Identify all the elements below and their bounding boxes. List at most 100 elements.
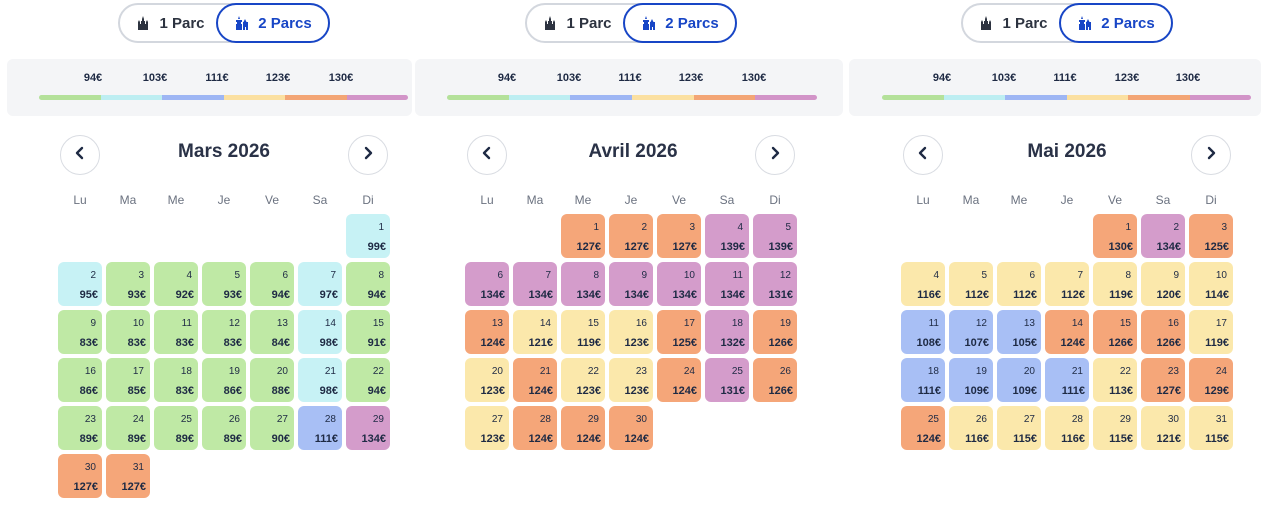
day-cell[interactable]: 13 124€ (465, 310, 509, 354)
day-cell[interactable]: 16 126€ (1141, 310, 1185, 354)
day-cell[interactable]: 27 115€ (997, 406, 1041, 450)
day-cell[interactable]: 6 112€ (997, 262, 1041, 306)
day-cell[interactable]: 19 86€ (202, 358, 246, 402)
prev-month-button[interactable] (467, 135, 507, 175)
day-cell[interactable]: 13 105€ (997, 310, 1041, 354)
day-cell[interactable]: 9 83€ (58, 310, 102, 354)
day-cell[interactable]: 18 132€ (705, 310, 749, 354)
day-cell[interactable]: 6 94€ (250, 262, 294, 306)
day-cell[interactable]: 11 83€ (154, 310, 198, 354)
day-cell[interactable]: 1 130€ (1093, 214, 1137, 258)
day-cell[interactable]: 8 119€ (1093, 262, 1137, 306)
day-cell[interactable]: 23 127€ (1141, 358, 1185, 402)
prev-month-button[interactable] (60, 135, 100, 175)
two-parks-option[interactable]: 2 Parcs (623, 3, 737, 43)
day-cell[interactable]: 15 126€ (1093, 310, 1137, 354)
one-park-option[interactable]: 1 Parc (120, 3, 220, 43)
day-cell[interactable]: 31 115€ (1189, 406, 1233, 450)
day-cell[interactable]: 25 124€ (901, 406, 945, 450)
day-cell[interactable]: 8 134€ (561, 262, 605, 306)
day-cell[interactable]: 10 114€ (1189, 262, 1233, 306)
day-cell[interactable]: 11 108€ (901, 310, 945, 354)
day-cell[interactable]: 29 134€ (346, 406, 390, 450)
day-cell[interactable]: 27 123€ (465, 406, 509, 450)
day-cell[interactable]: 3 93€ (106, 262, 150, 306)
one-park-option[interactable]: 1 Parc (963, 3, 1063, 43)
day-cell[interactable]: 28 111€ (298, 406, 342, 450)
day-cell[interactable]: 20 109€ (997, 358, 1041, 402)
day-cell[interactable]: 18 111€ (901, 358, 945, 402)
day-cell[interactable]: 2 134€ (1141, 214, 1185, 258)
two-parks-option[interactable]: 2 Parcs (216, 3, 330, 43)
prev-month-button[interactable] (903, 135, 943, 175)
day-cell[interactable]: 20 88€ (250, 358, 294, 402)
day-cell[interactable]: 1 127€ (561, 214, 605, 258)
day-cell[interactable]: 14 124€ (1045, 310, 1089, 354)
day-cell[interactable]: 12 131€ (753, 262, 797, 306)
day-cell[interactable]: 9 120€ (1141, 262, 1185, 306)
day-cell[interactable]: 27 90€ (250, 406, 294, 450)
day-cell[interactable]: 26 89€ (202, 406, 246, 450)
day-cell[interactable]: 4 139€ (705, 214, 749, 258)
day-cell[interactable]: 28 124€ (513, 406, 557, 450)
day-cell[interactable]: 17 125€ (657, 310, 701, 354)
day-cell[interactable]: 23 123€ (609, 358, 653, 402)
day-cell[interactable]: 1 99€ (346, 214, 390, 258)
day-cell[interactable]: 22 94€ (346, 358, 390, 402)
one-park-option[interactable]: 1 Parc (527, 3, 627, 43)
day-cell[interactable]: 14 98€ (298, 310, 342, 354)
day-cell[interactable]: 4 92€ (154, 262, 198, 306)
day-cell[interactable]: 21 111€ (1045, 358, 1089, 402)
day-cell[interactable]: 19 126€ (753, 310, 797, 354)
day-cell[interactable]: 31 127€ (106, 454, 150, 498)
day-cell[interactable]: 7 112€ (1045, 262, 1089, 306)
day-cell[interactable]: 30 121€ (1141, 406, 1185, 450)
day-cell[interactable]: 9 134€ (609, 262, 653, 306)
day-cell[interactable]: 17 119€ (1189, 310, 1233, 354)
day-cell[interactable]: 26 126€ (753, 358, 797, 402)
day-cell[interactable]: 25 131€ (705, 358, 749, 402)
day-cell[interactable]: 24 89€ (106, 406, 150, 450)
day-cell[interactable]: 3 127€ (657, 214, 701, 258)
next-month-button[interactable] (755, 135, 795, 175)
day-cell[interactable]: 30 124€ (609, 406, 653, 450)
day-cell[interactable]: 30 127€ (58, 454, 102, 498)
day-cell[interactable]: 25 89€ (154, 406, 198, 450)
day-cell[interactable]: 20 123€ (465, 358, 509, 402)
day-cell[interactable]: 16 123€ (609, 310, 653, 354)
day-cell[interactable]: 19 109€ (949, 358, 993, 402)
day-cell[interactable]: 6 134€ (465, 262, 509, 306)
day-cell[interactable]: 5 112€ (949, 262, 993, 306)
day-cell[interactable]: 8 94€ (346, 262, 390, 306)
day-cell[interactable]: 24 124€ (657, 358, 701, 402)
next-month-button[interactable] (348, 135, 388, 175)
day-cell[interactable]: 21 98€ (298, 358, 342, 402)
day-cell[interactable]: 14 121€ (513, 310, 557, 354)
day-cell[interactable]: 2 127€ (609, 214, 653, 258)
next-month-button[interactable] (1191, 135, 1231, 175)
day-cell[interactable]: 26 116€ (949, 406, 993, 450)
day-cell[interactable]: 12 107€ (949, 310, 993, 354)
day-cell[interactable]: 29 124€ (561, 406, 605, 450)
day-cell[interactable]: 11 134€ (705, 262, 749, 306)
day-cell[interactable]: 5 139€ (753, 214, 797, 258)
day-cell[interactable]: 7 134€ (513, 262, 557, 306)
day-cell[interactable]: 7 97€ (298, 262, 342, 306)
day-cell[interactable]: 21 124€ (513, 358, 557, 402)
day-cell[interactable]: 18 83€ (154, 358, 198, 402)
day-cell[interactable]: 24 129€ (1189, 358, 1233, 402)
day-cell[interactable]: 28 116€ (1045, 406, 1089, 450)
day-cell[interactable]: 13 84€ (250, 310, 294, 354)
day-cell[interactable]: 5 93€ (202, 262, 246, 306)
day-cell[interactable]: 3 125€ (1189, 214, 1233, 258)
day-cell[interactable]: 10 134€ (657, 262, 701, 306)
day-cell[interactable]: 4 116€ (901, 262, 945, 306)
day-cell[interactable]: 10 83€ (106, 310, 150, 354)
day-cell[interactable]: 22 123€ (561, 358, 605, 402)
day-cell[interactable]: 29 115€ (1093, 406, 1137, 450)
two-parks-option[interactable]: 2 Parcs (1059, 3, 1173, 43)
day-cell[interactable]: 2 95€ (58, 262, 102, 306)
day-cell[interactable]: 17 85€ (106, 358, 150, 402)
day-cell[interactable]: 23 89€ (58, 406, 102, 450)
day-cell[interactable]: 16 86€ (58, 358, 102, 402)
